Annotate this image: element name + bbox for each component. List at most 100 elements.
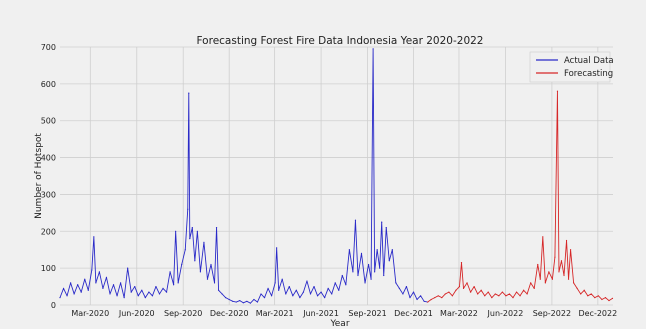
data-point — [302, 291, 305, 293]
data-point — [372, 48, 374, 50]
x-tick-label: Dec-2022 — [578, 309, 617, 318]
data-point — [151, 295, 154, 297]
data-point — [491, 297, 493, 299]
data-point — [137, 295, 139, 297]
y-tick-label: 700 — [41, 43, 56, 52]
data-point — [285, 293, 287, 295]
data-point — [263, 297, 266, 299]
data-point — [551, 278, 554, 280]
data-point — [477, 293, 479, 295]
data-point — [158, 293, 161, 295]
data-point — [580, 293, 582, 295]
data-point — [556, 90, 559, 92]
data-point — [560, 260, 563, 262]
data-point — [306, 280, 308, 282]
y-tick-label: 300 — [41, 190, 56, 199]
data-point — [242, 302, 244, 304]
data-point — [360, 252, 363, 254]
data-point — [281, 278, 283, 280]
data-point — [309, 293, 312, 295]
data-point — [601, 298, 603, 301]
data-point — [455, 289, 457, 291]
data-point — [554, 256, 556, 258]
data-point — [370, 278, 372, 280]
data-point — [70, 282, 72, 284]
data-point — [141, 289, 143, 291]
data-point — [228, 298, 230, 301]
data-point — [460, 262, 463, 264]
data-point — [398, 287, 400, 290]
data-point — [563, 274, 565, 277]
data-point — [175, 230, 177, 232]
data-point — [73, 293, 75, 295]
data-point — [127, 267, 129, 269]
data-point — [537, 263, 539, 266]
data-point — [249, 302, 251, 304]
data-point — [569, 249, 572, 251]
data-point — [144, 297, 146, 299]
data-point — [95, 282, 97, 284]
data-point — [427, 301, 429, 303]
data-point — [148, 291, 150, 293]
data-point — [565, 239, 568, 242]
data-point — [594, 297, 596, 299]
data-point — [199, 271, 201, 273]
data-point — [597, 295, 599, 297]
data-point — [169, 271, 171, 273]
data-point — [473, 285, 475, 288]
data-point — [213, 282, 216, 284]
y-tick-label: 100 — [41, 264, 56, 273]
data-point — [539, 278, 541, 280]
y-tick-label: 200 — [41, 227, 56, 236]
data-point — [505, 295, 507, 297]
data-point — [278, 289, 280, 291]
x-tick-label: Sep-2020 — [164, 309, 202, 318]
data-point — [66, 295, 68, 297]
data-point — [320, 291, 322, 293]
data-point — [501, 291, 503, 293]
y-axis-ticks: 0 100 200 300 400 500 600 700 — [41, 43, 56, 310]
data-point — [196, 230, 198, 232]
x-tick-label: Mar-2021 — [256, 309, 294, 318]
data-point — [469, 291, 472, 293]
data-point — [587, 295, 589, 297]
data-point — [225, 297, 227, 299]
data-point — [93, 236, 95, 238]
data-point — [402, 293, 404, 295]
data-point — [120, 282, 122, 284]
data-point — [130, 291, 132, 293]
data-point — [84, 278, 86, 280]
data-point — [206, 278, 209, 280]
y-axis-label: Number of Hotspot — [34, 133, 44, 219]
data-point — [292, 295, 294, 297]
x-tick-label: Sep-2021 — [348, 309, 386, 318]
series-forecasting — [427, 90, 614, 303]
legend: Actual Data Forecasting — [529, 51, 614, 83]
plot-area — [60, 47, 613, 305]
data-point — [526, 293, 528, 295]
data-point — [383, 274, 385, 277]
data-point — [334, 282, 336, 284]
data-point — [232, 300, 234, 302]
data-point — [105, 276, 108, 278]
data-point — [181, 263, 183, 266]
data-point — [515, 291, 518, 293]
data-point — [604, 297, 607, 299]
data-point — [217, 289, 220, 291]
data-point — [112, 284, 115, 286]
data-point — [288, 285, 290, 288]
y-tick-label: 400 — [41, 154, 56, 163]
data-point — [271, 295, 273, 297]
x-tick-label: Dec-2020 — [210, 309, 249, 318]
data-point — [444, 293, 446, 295]
data-point — [374, 271, 376, 273]
data-point — [173, 284, 175, 286]
data-point — [391, 249, 393, 251]
data-point — [276, 247, 278, 249]
x-axis-label: Year — [329, 319, 349, 329]
data-point — [448, 291, 450, 293]
data-point — [412, 291, 415, 293]
data-point — [267, 287, 269, 290]
